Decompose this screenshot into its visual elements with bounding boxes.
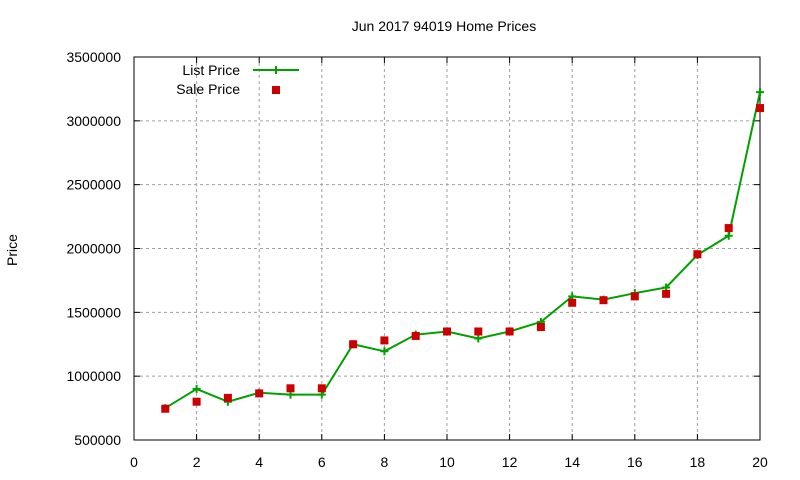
sale-price-point-square-icon <box>411 331 420 340</box>
sale-price-point-square-icon <box>380 336 389 345</box>
sale-price-point-square-icon <box>662 289 671 298</box>
x-tick-label: 20 <box>752 454 768 470</box>
legend-label-list-price: List Price <box>182 62 240 78</box>
sale-price-point-square-icon <box>286 384 295 393</box>
y-tick-label: 1000000 <box>66 368 121 384</box>
sale-price-point-square-icon <box>630 292 639 301</box>
sale-price-point-square-icon <box>255 389 264 398</box>
legend-list-price-cross-icon <box>272 66 280 74</box>
chart-title: Jun 2017 94019 Home Prices <box>352 18 536 34</box>
x-axis-ticks: 0 2 4 6 8 10 12 14 16 18 20 <box>130 57 768 470</box>
list-price-point-cross-icon <box>192 384 201 393</box>
list-price-point-cross-icon <box>724 231 733 240</box>
grid-lines <box>134 57 760 440</box>
sale-price-point-square-icon <box>317 384 326 393</box>
x-tick-label: 8 <box>381 454 389 470</box>
legend-sale-price-square-icon <box>272 86 280 94</box>
x-tick-label: 2 <box>193 454 201 470</box>
x-tick-label: 6 <box>318 454 326 470</box>
x-tick-label: 12 <box>502 454 518 470</box>
sale-price-point-square-icon <box>192 397 201 406</box>
sale-price-point-square-icon <box>693 250 702 259</box>
y-tick-label: 2500000 <box>66 177 121 193</box>
x-tick-label: 14 <box>564 454 580 470</box>
sale-price-point-square-icon <box>443 327 451 336</box>
sale-price-point-square-icon <box>505 327 514 336</box>
list-price-point-cross-icon <box>380 347 389 356</box>
y-axis-label: Price <box>4 234 20 266</box>
x-tick-label: 4 <box>255 454 263 470</box>
sale-price-point-square-icon <box>724 224 733 233</box>
sale-price-point-square-icon <box>223 393 232 402</box>
sale-price-series <box>161 104 764 413</box>
sale-price-point-square-icon <box>474 327 483 336</box>
list-price-series <box>161 88 764 413</box>
y-tick-label: 500000 <box>74 432 121 448</box>
y-tick-label: 1500000 <box>66 304 121 320</box>
plot-border <box>133 56 761 441</box>
y-tick-label: 3500000 <box>66 49 121 65</box>
y-axis-ticks: 500000 1000000 1500000 2000000 2500000 300000… <box>66 49 760 448</box>
sale-price-point-square-icon <box>161 404 170 413</box>
list-price-point-cross-icon <box>756 88 764 97</box>
legend-label-sale-price: Sale Price <box>176 81 240 97</box>
sale-price-point-square-icon <box>536 323 545 332</box>
y-tick-label: 3000000 <box>66 113 121 129</box>
y-tick-label: 2000000 <box>66 241 121 257</box>
sale-price-point-square-icon <box>756 104 764 113</box>
list-price-line <box>164 91 761 409</box>
x-tick-label: 0 <box>130 454 138 470</box>
x-tick-label: 18 <box>690 454 706 470</box>
list-price-point-cross-icon <box>474 334 483 343</box>
legend: List Price Sale Price <box>176 62 299 97</box>
x-tick-label: 10 <box>439 454 455 470</box>
sale-price-point-square-icon <box>349 340 358 349</box>
sale-price-point-square-icon <box>599 296 608 305</box>
sale-price-point-square-icon <box>568 298 577 307</box>
x-tick-label: 16 <box>627 454 643 470</box>
